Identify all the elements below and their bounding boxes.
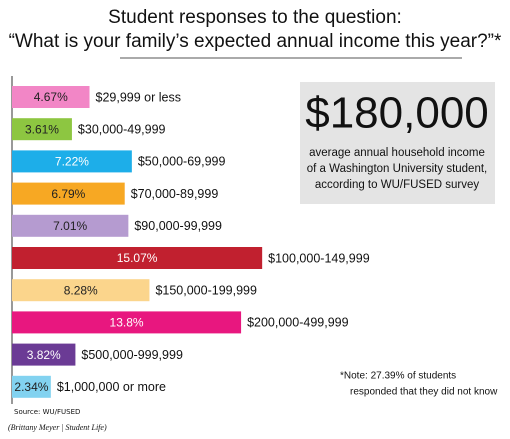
category-label: $50,000-69,999 (138, 155, 226, 169)
value-label: 7.22% (55, 155, 89, 169)
category-label: $150,000-199,999 (155, 283, 257, 297)
credit: (Brittany Meyer | Student Life) (8, 423, 107, 432)
category-label: $29,999 or less (96, 90, 181, 104)
chart-title: Student responses to the question: (108, 7, 402, 28)
highlight-figure: $180,000 (305, 89, 489, 138)
category-label: $70,000-89,999 (131, 187, 219, 201)
highlight-text: average annual household income (309, 147, 485, 159)
value-label: 8.28% (64, 283, 98, 297)
source: Source: WU/FUSED (14, 408, 80, 416)
category-label: $200,000-499,999 (247, 316, 349, 330)
note: responded that they did not know (350, 387, 498, 398)
category-label: $100,000-149,999 (268, 251, 370, 265)
value-label: 15.07% (117, 251, 158, 265)
category-label: $500,000-999,999 (81, 348, 183, 362)
category-label: $30,000-49,999 (78, 122, 166, 136)
highlight-box (300, 82, 495, 204)
bar (12, 150, 132, 173)
bar (12, 311, 242, 334)
value-label: 3.82% (27, 348, 61, 362)
value-label: 13.8% (110, 316, 144, 330)
value-label: 6.79% (51, 187, 85, 201)
chart-subtitle: “What is your family’s expected annual i… (9, 31, 502, 52)
bar (12, 86, 90, 108)
value-label: 4.67% (34, 90, 68, 104)
value-label: 2.34% (14, 380, 48, 394)
category-label: $1,000,000 or more (57, 380, 166, 394)
bar (12, 279, 150, 302)
bar (12, 118, 72, 141)
bar (12, 375, 51, 398)
note: *Note: 27.39% of students (340, 371, 456, 382)
bar (12, 343, 76, 366)
value-label: 7.01% (53, 219, 87, 233)
bar (12, 214, 129, 237)
highlight-text: according to WU/FUSED survey (315, 179, 479, 191)
bar (12, 182, 125, 205)
highlight-text: of a Washington University student, (307, 163, 487, 175)
category-label: $90,000-99,999 (134, 219, 222, 233)
bar (12, 247, 263, 269)
value-label: 3.61% (25, 122, 59, 136)
